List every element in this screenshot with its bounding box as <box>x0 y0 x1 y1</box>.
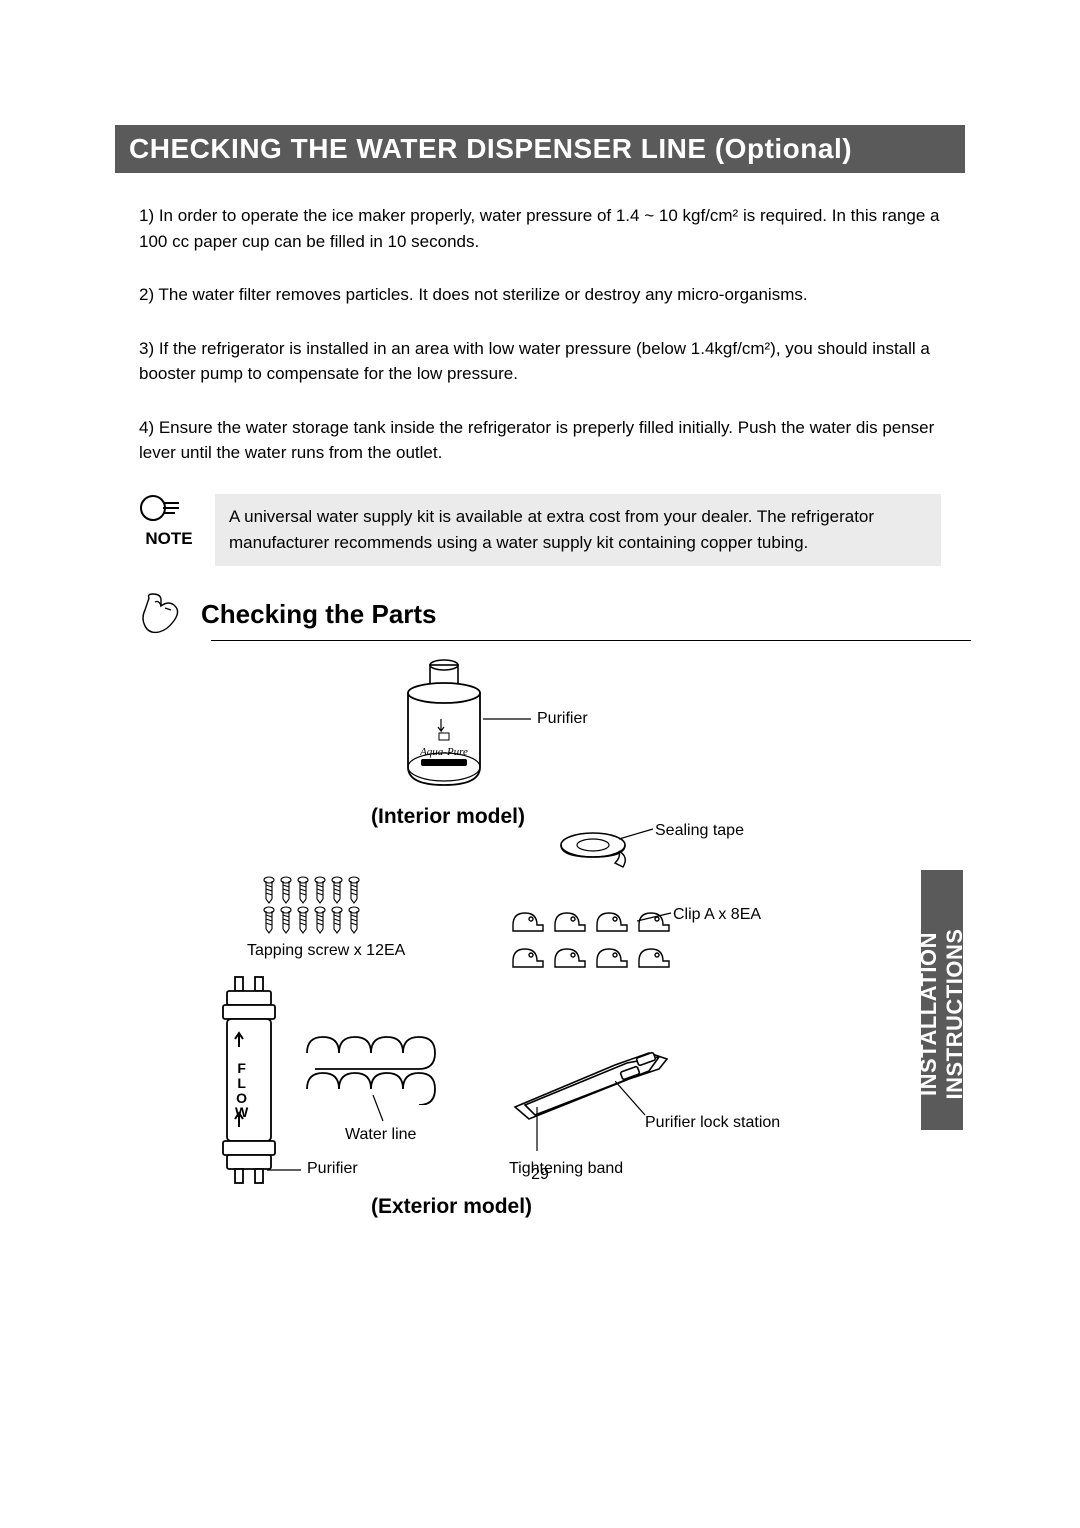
section-rule <box>211 640 971 641</box>
parts-diagram: Aqua-Pure Purifier (Interior model) Seal… <box>139 649 959 1229</box>
screws-drawing <box>261 875 363 935</box>
instruction-item-3: 3) If the refrigerator is installed in a… <box>139 336 941 387</box>
page-content: CHECKING THE WATER DISPENSER LINE (Optio… <box>115 125 965 1229</box>
purifier-top-drawing: Aqua-Pure <box>399 649 489 799</box>
note-icon-column: NOTE <box>139 494 199 552</box>
section-title: Checking the Parts <box>201 595 437 634</box>
side-tab: INSTALLATION INSTRUCTIONS <box>921 870 963 1130</box>
leader-sealing-tape <box>619 827 659 843</box>
note-text: A universal water supply kit is availabl… <box>215 494 941 567</box>
section-header-row: Checking the Parts <box>139 592 941 636</box>
side-tab-text: INSTALLATION INSTRUCTIONS <box>916 884 968 1144</box>
flow-label: F L O W <box>235 1061 248 1120</box>
note-row: NOTE A universal water supply kit is ava… <box>139 494 941 567</box>
exterior-model-heading: (Exterior model) <box>371 1191 532 1223</box>
page-title-bar: CHECKING THE WATER DISPENSER LINE (Optio… <box>115 125 965 173</box>
leader-water-line <box>369 1095 389 1125</box>
screws-label: Tapping screw x 12EA <box>247 939 405 963</box>
instruction-item-4: 4) Ensure the water storage tank inside … <box>139 415 941 466</box>
purifier-top-label: Purifier <box>537 707 588 731</box>
purifier-bottom-drawing <box>213 975 285 1185</box>
leader-purifier-top <box>483 713 539 725</box>
leader-tightening-band <box>531 1107 551 1157</box>
leader-clips <box>637 911 677 925</box>
instruction-item-1: 1) In order to operate the ice maker pro… <box>139 203 941 254</box>
lock-station-label: Purifier lock station <box>645 1113 780 1132</box>
body-content: 1) In order to operate the ice maker pro… <box>115 173 965 1229</box>
clips-label: Clip A x 8EA <box>673 903 761 927</box>
note-icon <box>139 494 183 522</box>
page-title: CHECKING THE WATER DISPENSER LINE (Optio… <box>129 133 852 164</box>
hand-icon <box>139 592 187 636</box>
water-line-label: Water line <box>345 1123 416 1147</box>
svg-text:Aqua-Pure: Aqua-Pure <box>419 746 468 758</box>
interior-model-heading: (Interior model) <box>371 801 525 833</box>
sealing-tape-label: Sealing tape <box>655 819 744 843</box>
note-label: NOTE <box>139 526 199 552</box>
instruction-item-2: 2) The water filter removes particles. I… <box>139 282 941 308</box>
page-number: 29 <box>0 1166 1080 1184</box>
